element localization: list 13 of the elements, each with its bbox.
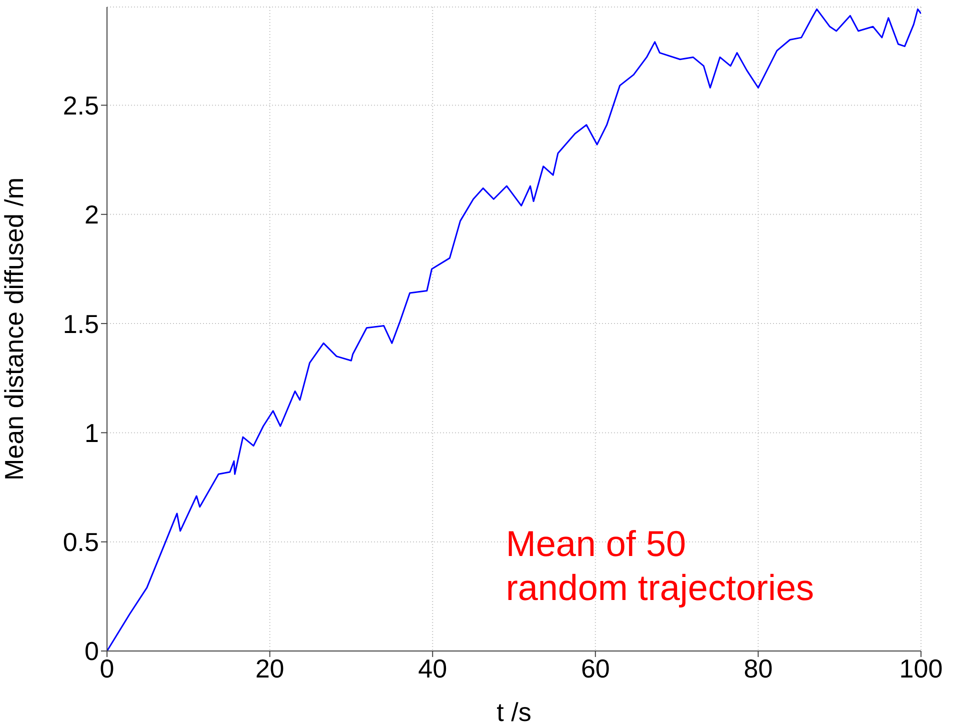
x-tick-label: 80 [744, 653, 773, 684]
x-tick-label: 20 [255, 653, 284, 684]
x-tick-label: 100 [899, 653, 943, 684]
y-tick-label: 0.5 [62, 527, 99, 558]
annotation: Mean of 50 random trajectories [506, 522, 814, 610]
y-tick-label: 1 [84, 418, 99, 448]
x-axis-title: t /s [496, 697, 532, 725]
x-tick-label: 60 [580, 653, 610, 684]
y-tick-label: 2 [84, 200, 99, 230]
x-tick-label: 40 [418, 653, 448, 684]
y-tick-label: 2.5 [62, 90, 99, 120]
y-tick-label: 1.5 [62, 308, 99, 339]
y-axis-title: Mean distance diffused /m [0, 177, 30, 481]
